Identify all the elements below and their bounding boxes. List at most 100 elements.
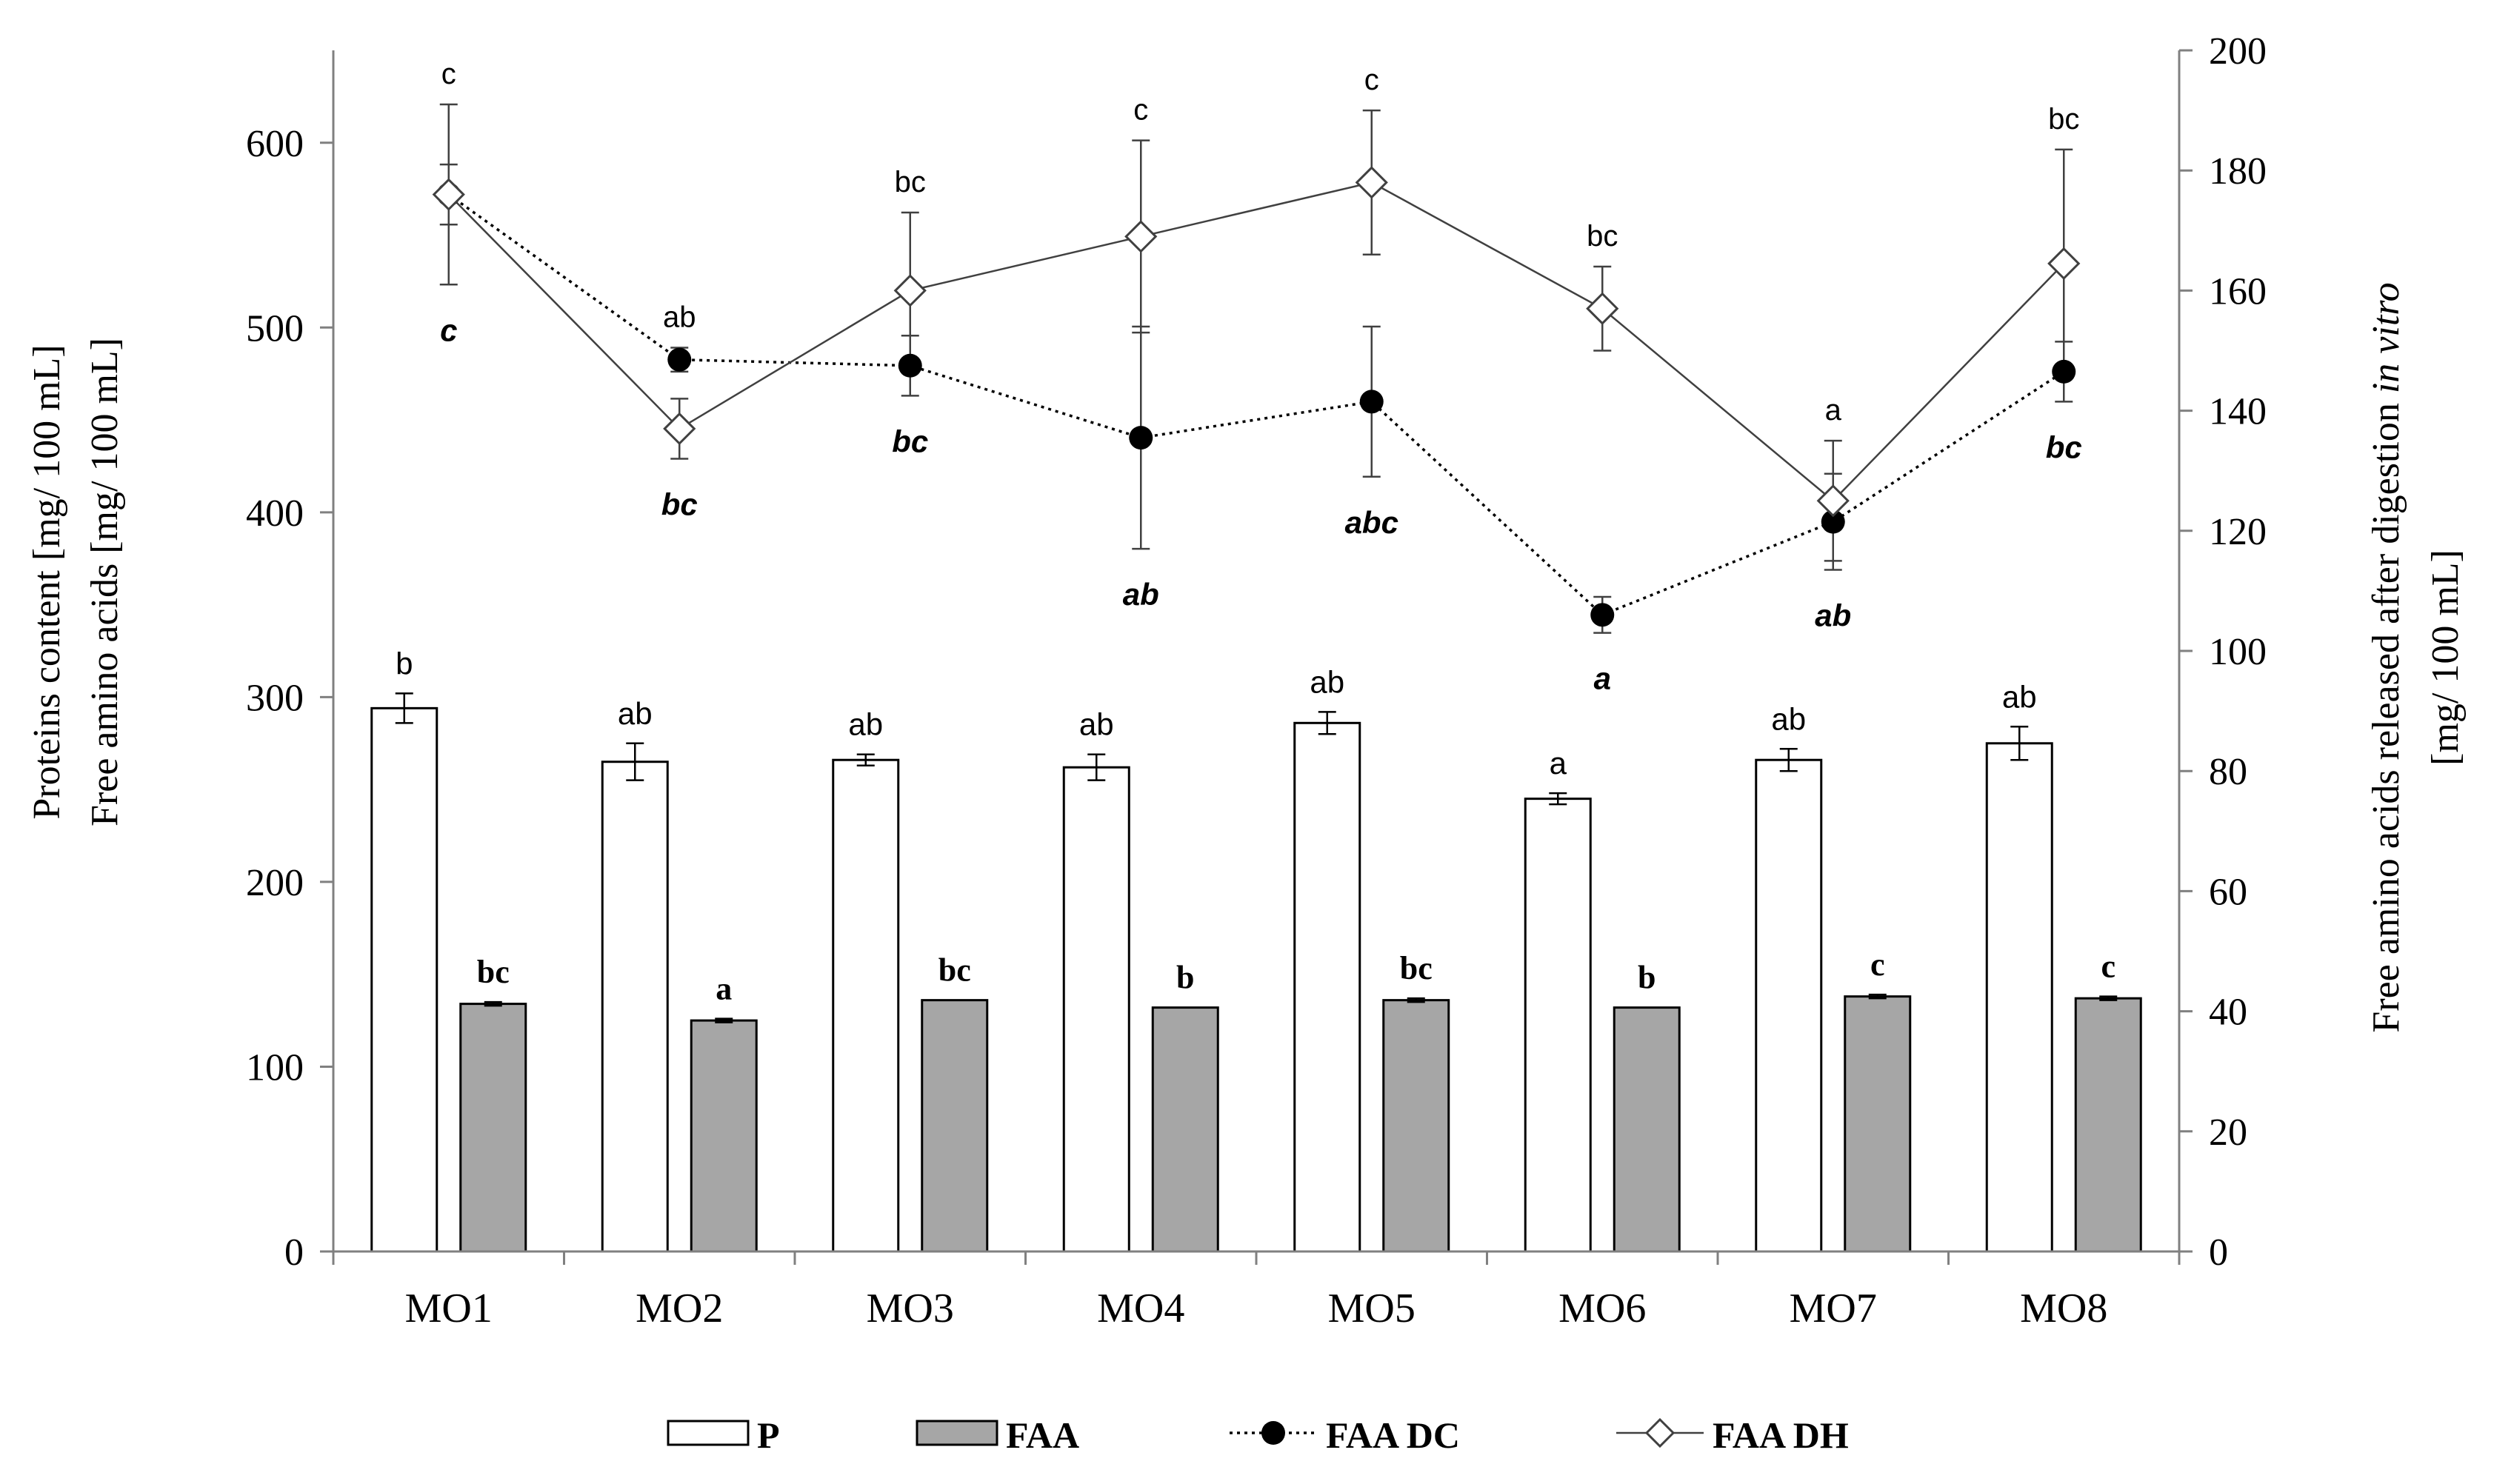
line-faa-dc bbox=[447, 193, 2065, 617]
dc-letter: ab bbox=[1123, 577, 1159, 612]
bar-letter: c bbox=[1870, 946, 1885, 983]
legend: P FAA FAA DC FAA DH bbox=[667, 1414, 1849, 1456]
marker-faa-dh bbox=[1816, 484, 1850, 518]
x-tick-label: MO1 bbox=[405, 1286, 493, 1331]
marker-faa-dh bbox=[1124, 220, 1158, 253]
right-tick-label: 40 bbox=[2209, 992, 2247, 1034]
bar-letter: a bbox=[1550, 746, 1567, 781]
marker-faa-dh bbox=[1586, 292, 1619, 325]
bar-letter: bc bbox=[1400, 950, 1433, 986]
x-tick-label: MO8 bbox=[2020, 1286, 2107, 1331]
marker-faa-dc bbox=[898, 353, 922, 378]
bar-letter: ab bbox=[1079, 707, 1114, 742]
bar-faa bbox=[1613, 1006, 1681, 1253]
left-tick-label: 100 bbox=[246, 1046, 304, 1089]
marker-faa-dh bbox=[1355, 166, 1388, 199]
bar-p bbox=[370, 706, 439, 1253]
bar-p bbox=[1985, 742, 2053, 1253]
right-tick-label: 20 bbox=[2209, 1112, 2247, 1154]
marker-faa-dh bbox=[893, 274, 927, 307]
dc-letter: c bbox=[440, 312, 457, 347]
legend-marker-faa-dh bbox=[1644, 1417, 1676, 1448]
bar-letter: b bbox=[1638, 960, 1656, 996]
legend-label-faa: FAA bbox=[1006, 1414, 1079, 1456]
bar-faa bbox=[459, 1003, 527, 1253]
bar-p bbox=[1524, 798, 1592, 1253]
left-tick-label: 300 bbox=[246, 677, 304, 719]
marker-faa-dh bbox=[663, 412, 696, 446]
legend-label-faa-dh: FAA DH bbox=[1713, 1414, 1849, 1456]
line-faa-dh bbox=[447, 181, 2065, 502]
bar-faa bbox=[921, 999, 989, 1253]
dh-letter: a bbox=[1825, 394, 1842, 427]
legend-marker-faa-dc bbox=[1261, 1421, 1285, 1445]
bar-faa bbox=[1151, 1006, 1219, 1253]
right-tick-label: 120 bbox=[2209, 511, 2267, 553]
left-tick-label: 200 bbox=[246, 862, 304, 904]
right-tick-label: 60 bbox=[2209, 871, 2247, 913]
dh-letter: c bbox=[1364, 64, 1379, 96]
x-tick-label: MO2 bbox=[636, 1286, 723, 1331]
marker-faa-dc bbox=[2052, 359, 2076, 384]
right-tick-label: 160 bbox=[2209, 270, 2267, 312]
x-tick-label: MO3 bbox=[867, 1286, 954, 1331]
legend-swatch-faa bbox=[916, 1420, 998, 1446]
left-tick-label: 500 bbox=[246, 307, 304, 350]
dc-letter: bc bbox=[661, 487, 698, 521]
bar-p bbox=[1755, 758, 1823, 1253]
bar-letter: bc bbox=[938, 952, 971, 989]
legend-label-faa-dc: FAA DC bbox=[1326, 1414, 1460, 1456]
left-tick-label: 400 bbox=[246, 492, 304, 535]
bar-p bbox=[601, 761, 669, 1253]
bar-letter: ab bbox=[618, 696, 653, 731]
dh-letter: c bbox=[1133, 94, 1148, 127]
right-axis-title-line2: [mg/ 100 mL] bbox=[2424, 549, 2467, 766]
left-axis-title-line1: Proteins content [mg/ 100 mL] bbox=[26, 344, 68, 819]
marker-faa-dh bbox=[432, 178, 465, 211]
left-tick-label: 600 bbox=[246, 123, 304, 165]
dc-letter: abc bbox=[1345, 505, 1398, 540]
bar-letter: b bbox=[1176, 960, 1194, 996]
right-tick-label: 200 bbox=[2209, 30, 2267, 73]
bar-faa bbox=[690, 1019, 758, 1253]
bar-letter: bc bbox=[477, 954, 510, 990]
left-tick-label: 0 bbox=[284, 1231, 304, 1274]
bar-letter: ab bbox=[848, 707, 883, 742]
bar-faa bbox=[2074, 997, 2142, 1253]
bar-letter: ab bbox=[2002, 679, 2037, 714]
right-axis-title-italic: in vitro bbox=[2365, 282, 2407, 393]
marker-faa-dc bbox=[667, 347, 692, 372]
right-tick-label: 100 bbox=[2209, 631, 2267, 673]
dh-letter: ab bbox=[663, 301, 696, 333]
marker-faa-dc bbox=[1821, 509, 1845, 534]
right-tick-label: 180 bbox=[2209, 150, 2267, 193]
x-tick-label: MO4 bbox=[1097, 1286, 1184, 1331]
dh-letter: bc bbox=[2048, 103, 2079, 136]
marker-faa-dc bbox=[1359, 390, 1384, 414]
x-tick-label: MO5 bbox=[1328, 1286, 1416, 1331]
right-tick-label: 140 bbox=[2209, 391, 2267, 433]
bar-letter: ab bbox=[1310, 664, 1344, 699]
bar-letter: b bbox=[396, 646, 413, 681]
bar-letter: a bbox=[716, 971, 732, 1007]
x-tick-label: MO7 bbox=[1790, 1286, 1877, 1331]
bar-faa bbox=[1844, 995, 1912, 1253]
bar-p bbox=[1062, 766, 1130, 1253]
legend-swatch-p bbox=[667, 1420, 750, 1446]
dc-letter: bc bbox=[2046, 430, 2082, 464]
right-tick-label: 80 bbox=[2209, 751, 2247, 793]
bar-faa bbox=[1382, 999, 1450, 1253]
bar-letter: c bbox=[2101, 949, 2115, 985]
dh-letter: bc bbox=[895, 166, 926, 198]
dc-letter: bc bbox=[892, 424, 928, 458]
right-axis-title-line1: Free amino acids released after digestio… bbox=[2365, 282, 2407, 1032]
x-tick-label: MO6 bbox=[1558, 1286, 1646, 1331]
left-axis-title-line2: Free amino acids [mg/ 100 mL] bbox=[84, 338, 126, 826]
marker-faa-dh bbox=[2047, 247, 2081, 281]
axes-layer: 0 100 200 300 400 500 600 0 20 40 60 80 100 120 140 160… bbox=[246, 30, 2267, 1331]
legend-label-p: P bbox=[757, 1414, 780, 1456]
dh-letter: bc bbox=[1587, 220, 1618, 253]
dh-letter: c bbox=[441, 58, 456, 90]
